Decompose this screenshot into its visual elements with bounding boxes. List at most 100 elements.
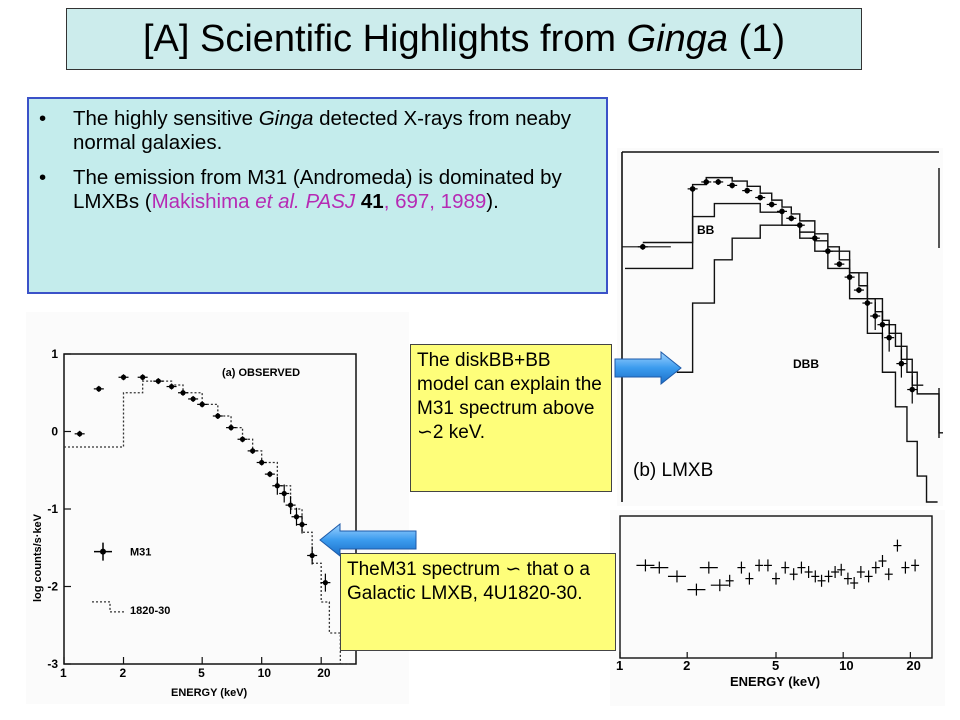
residual-point bbox=[878, 555, 887, 567]
callout-text: TheM31 spectrum ∽ that o a Galactic LMXB… bbox=[347, 559, 590, 604]
m31-marker bbox=[846, 274, 853, 280]
plot-annotation: (b) LMXB bbox=[633, 460, 713, 481]
m31-marker bbox=[909, 386, 916, 393]
x-tick-label: 20 bbox=[317, 666, 331, 680]
m31-marker bbox=[825, 248, 831, 254]
m31-point bbox=[786, 215, 797, 222]
residual-point bbox=[650, 561, 669, 574]
m31-point bbox=[755, 194, 766, 201]
x-axis-label: ENERGY (keV) bbox=[730, 674, 820, 689]
m31-point bbox=[272, 476, 283, 495]
m31-point bbox=[297, 515, 308, 534]
m31-point bbox=[264, 471, 275, 478]
citation-journal: PASJ bbox=[305, 190, 356, 213]
m31-point bbox=[291, 507, 302, 526]
x-tick-label: 2 bbox=[683, 658, 690, 673]
m31-point bbox=[166, 383, 177, 390]
m31-marker bbox=[768, 201, 775, 208]
x-tick-label: 1 bbox=[616, 658, 623, 673]
residual-point bbox=[737, 561, 746, 574]
m31-point bbox=[822, 248, 833, 255]
bullet-1: • The highly sensitive Ginga detected X-r… bbox=[37, 107, 592, 155]
x-tick-label: 20 bbox=[906, 658, 920, 673]
m31-marker bbox=[864, 300, 871, 306]
residual-point bbox=[725, 574, 734, 587]
bullet-dot: • bbox=[39, 166, 47, 189]
callout-m31-spectrum: TheM31 spectrum ∽ that o a Galactic LMXB… bbox=[340, 553, 616, 651]
residual-point bbox=[850, 577, 859, 589]
m31-point bbox=[777, 208, 787, 215]
m31-marker bbox=[168, 383, 175, 390]
m31-point bbox=[884, 323, 895, 352]
residual-point bbox=[763, 559, 772, 572]
x-tick-label: 10 bbox=[839, 658, 853, 673]
residual-point bbox=[856, 566, 865, 578]
m31-marker bbox=[898, 360, 905, 367]
residual-point bbox=[824, 570, 833, 583]
slide-title: [A] Scientific Highlights from Ginga (1) bbox=[143, 18, 785, 61]
bullet-dot: • bbox=[39, 107, 47, 130]
y-axis-label: log counts/s·keV bbox=[32, 513, 44, 602]
residual-point bbox=[837, 563, 846, 576]
m31-point bbox=[256, 459, 267, 466]
m31-point bbox=[834, 261, 845, 268]
m31-point bbox=[188, 395, 199, 402]
m31-point bbox=[197, 401, 208, 408]
residual-point bbox=[811, 570, 820, 583]
bullet-text: The highly sensitive bbox=[73, 107, 259, 130]
m31-marker bbox=[140, 374, 146, 380]
residual-point bbox=[781, 561, 790, 574]
x-tick-label: 5 bbox=[198, 666, 205, 680]
m31-marker bbox=[836, 261, 843, 267]
residual-point bbox=[843, 572, 852, 585]
m31-marker bbox=[259, 459, 265, 466]
m31-marker bbox=[872, 313, 879, 319]
m31-point bbox=[766, 201, 777, 208]
m31-point bbox=[153, 378, 164, 385]
m31-marker bbox=[215, 413, 221, 419]
y-tick-label: 1 bbox=[51, 347, 58, 361]
y-tick-label: -2 bbox=[47, 580, 58, 594]
m31-point bbox=[844, 274, 855, 281]
m31-marker bbox=[199, 401, 205, 407]
x-axis-label: ENERGY (keV) bbox=[171, 687, 248, 699]
m31-point bbox=[877, 310, 888, 339]
m31-point bbox=[285, 496, 296, 515]
m31-point bbox=[93, 385, 104, 392]
m31-marker bbox=[293, 514, 300, 520]
m31-marker bbox=[228, 425, 234, 431]
citation-pages: , 697, 1989 bbox=[383, 190, 487, 213]
citation-etal: et al. bbox=[255, 190, 300, 213]
bullet-text: detected X-rays from neaby normal galaxi… bbox=[73, 107, 571, 154]
m31-point bbox=[178, 389, 189, 396]
bullet-italic: Ginga bbox=[258, 107, 314, 130]
m31-marker bbox=[639, 244, 646, 250]
legend-m31-dot bbox=[100, 548, 106, 555]
y-tick-label: -3 bbox=[47, 657, 58, 671]
m31-point bbox=[870, 302, 881, 331]
m31-point bbox=[896, 349, 907, 378]
residual-point bbox=[831, 566, 840, 578]
m31-point bbox=[637, 243, 648, 250]
residual-point bbox=[755, 559, 764, 572]
m31-point bbox=[307, 546, 318, 565]
residual-point bbox=[901, 561, 910, 574]
residual-point bbox=[699, 561, 718, 574]
citation-volume: 41 bbox=[355, 190, 384, 213]
m31-point bbox=[809, 235, 820, 242]
residual-point bbox=[789, 568, 798, 581]
y-tick-label: 0 bbox=[51, 425, 58, 439]
residual-point bbox=[636, 559, 655, 572]
residual-point bbox=[797, 561, 806, 574]
arrow-left bbox=[319, 523, 417, 557]
title-italic: Ginga bbox=[626, 17, 728, 60]
m31-marker bbox=[856, 287, 862, 293]
m31-marker bbox=[239, 436, 246, 442]
bullet-text: ). bbox=[486, 190, 499, 213]
m31-marker bbox=[322, 580, 328, 586]
arrow-right bbox=[614, 351, 682, 385]
plot-annotation: (a) OBSERVED bbox=[222, 367, 300, 379]
m31-point bbox=[853, 287, 864, 294]
m31-marker bbox=[796, 222, 803, 228]
bullet-2: • The emission from M31 (Andromeda) is do… bbox=[37, 166, 592, 214]
